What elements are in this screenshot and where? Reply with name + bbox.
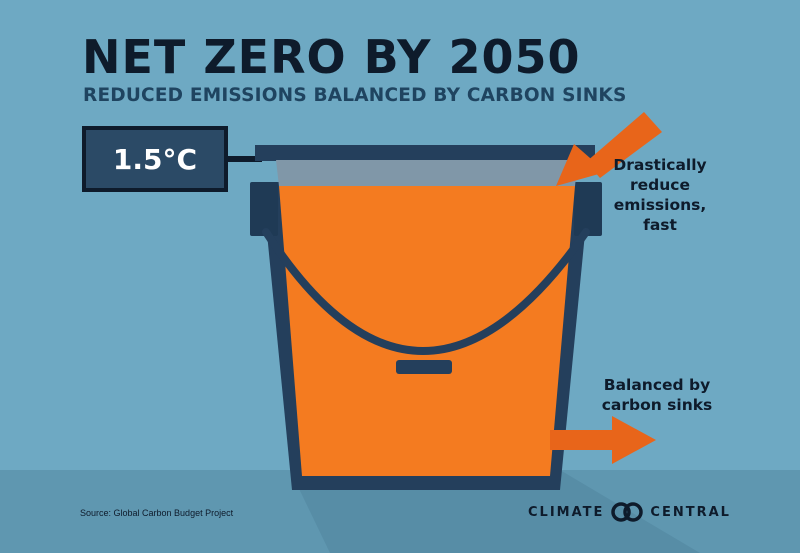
bucket-fill [279, 186, 575, 476]
bucket-shadow [290, 470, 700, 553]
temperature-box [82, 126, 228, 192]
bucket-headroom [276, 160, 578, 186]
inflow-arrow-icon [556, 112, 662, 186]
source-note: Source: Global Carbon Budget Project [80, 508, 234, 518]
bucket-ear-left [250, 182, 278, 236]
page-subtitle: REDUCED EMISSIONS BALANCED BY CARBON SIN… [83, 85, 627, 106]
inflow-callout: Drastically reduce emissions, fast [613, 156, 707, 234]
temperature-label: 1.5°C [112, 142, 198, 176]
bucket-rim [255, 145, 595, 161]
bucket-ear-right [574, 182, 602, 236]
outflow-callout: Balanced by carbon sinks [601, 376, 713, 414]
logo-word-right: CENTRAL [650, 504, 731, 520]
interlocking-circles-icon [611, 502, 644, 522]
bucket-handle [262, 228, 590, 355]
logo-word-left: CLIMATE [528, 504, 605, 520]
page-title: NET ZERO BY 2050 [82, 30, 581, 84]
label-connector [226, 156, 262, 162]
bucket-handle-grip [396, 360, 452, 374]
outflow-arrow-icon [550, 416, 656, 464]
climate-central-logo: CLIMATE CENTRAL [528, 497, 731, 527]
